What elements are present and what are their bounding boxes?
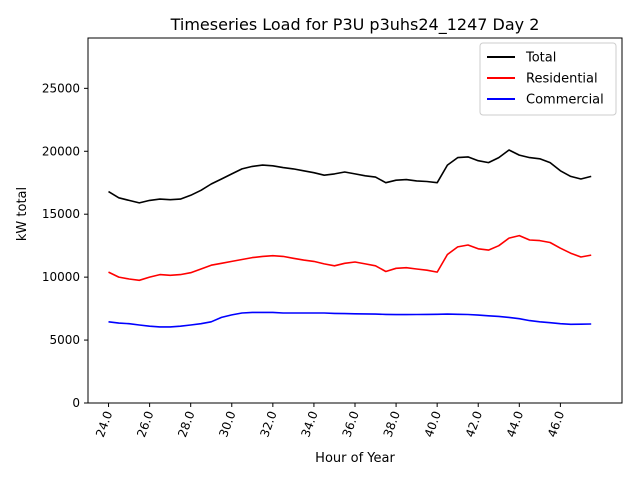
series-line-total bbox=[108, 149, 592, 204]
y-tick-label: 20000 bbox=[42, 144, 80, 158]
series-lines bbox=[108, 149, 592, 328]
chart-title: Timeseries Load for P3U p3uhs24_1247 Day… bbox=[170, 15, 540, 35]
y-tick-label: 10000 bbox=[42, 270, 80, 284]
x-axis-label: Hour of Year bbox=[315, 451, 395, 466]
y-tick-label: 0 bbox=[72, 396, 80, 410]
series-line-residential bbox=[108, 234, 592, 282]
legend-label-residential: Residential bbox=[526, 72, 598, 87]
y-tick-label: 15000 bbox=[42, 207, 80, 221]
y-tick-label: 25000 bbox=[42, 81, 80, 95]
y-tick-label: 5000 bbox=[49, 333, 80, 347]
plot-frame bbox=[87, 37, 623, 404]
legend-label-commercial: Commercial bbox=[526, 93, 604, 108]
legend-box bbox=[479, 42, 617, 116]
y-axis-label: kW total bbox=[15, 187, 30, 241]
series-line-commercial bbox=[108, 311, 592, 328]
legend-items: Total Residential Commercial bbox=[487, 51, 604, 108]
legend-label-total: Total bbox=[525, 51, 556, 66]
legend: Total Residential Commercial bbox=[479, 42, 617, 116]
y-axis-ticks: 0 5000 10000 15000 20000 25000 bbox=[42, 81, 88, 410]
